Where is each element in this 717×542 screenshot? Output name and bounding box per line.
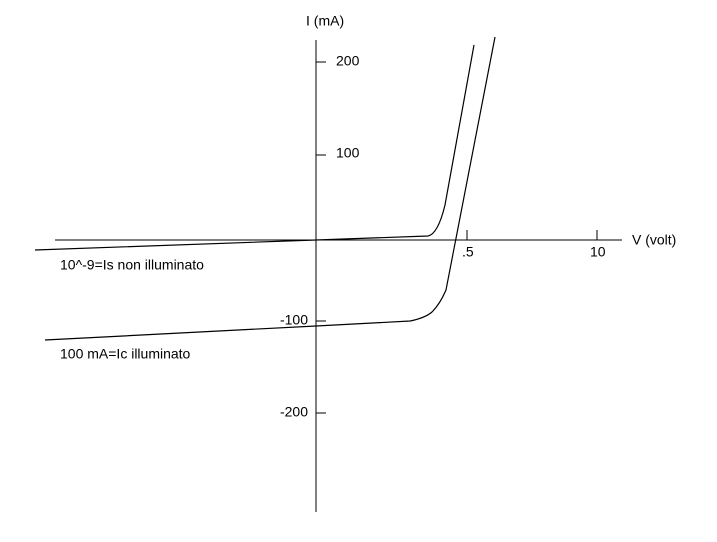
- tick-label: -100: [280, 312, 308, 328]
- tick-label: 100: [336, 145, 360, 161]
- x-axis-label: V (volt): [632, 232, 676, 248]
- tick-label: -200: [280, 404, 308, 420]
- tick-label: 10: [590, 244, 606, 260]
- annotation: 100 mA=Ic illuminato: [60, 346, 191, 362]
- annotation: 10^-9=Is non illuminato: [60, 257, 204, 273]
- curve-dark: [34, 44, 475, 251]
- curve-illuminated: [44, 36, 496, 341]
- tick-label: .5: [462, 244, 474, 260]
- tick-label: 200: [336, 53, 360, 69]
- y-axis-label: I (mA): [306, 13, 344, 29]
